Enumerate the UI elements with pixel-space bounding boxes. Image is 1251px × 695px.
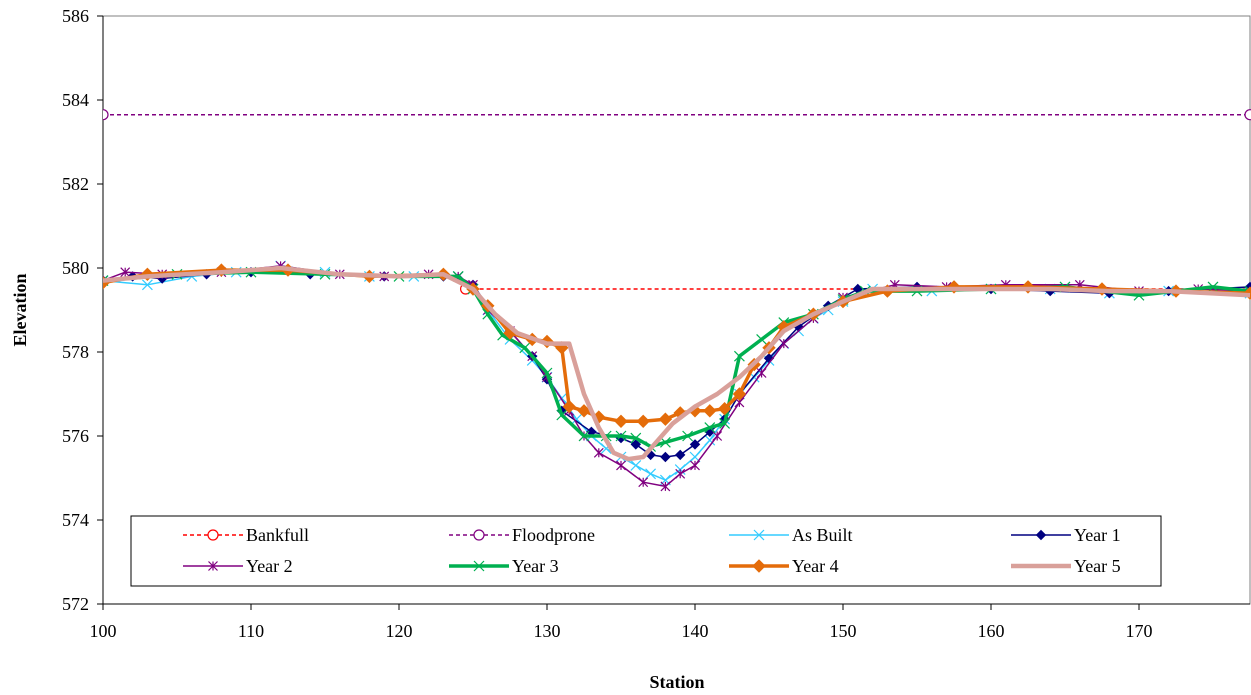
x-tick-label: 100 bbox=[90, 621, 117, 641]
legend-box bbox=[130, 515, 1162, 587]
data-point bbox=[712, 431, 723, 441]
series-year-5 bbox=[103, 265, 1251, 462]
data-point bbox=[638, 477, 649, 488]
data-point bbox=[753, 529, 765, 541]
x-tick-label: 170 bbox=[1126, 621, 1153, 641]
y-tick-label: 572 bbox=[62, 594, 89, 614]
data-point bbox=[690, 460, 700, 471]
data-point bbox=[473, 529, 485, 541]
data-point bbox=[756, 333, 768, 345]
series-floodprone bbox=[103, 109, 1251, 121]
data-point bbox=[719, 417, 731, 429]
x-axis-title: Station bbox=[649, 672, 704, 692]
x-tick-label: 130 bbox=[534, 621, 561, 641]
data-point bbox=[756, 368, 767, 378]
data-point bbox=[717, 401, 732, 416]
data-point bbox=[660, 481, 671, 492]
data-point bbox=[645, 468, 657, 480]
data-point bbox=[704, 434, 716, 446]
series-line bbox=[103, 265, 1251, 462]
x-tick-label: 150 bbox=[830, 621, 857, 641]
data-point bbox=[141, 279, 153, 291]
data-point bbox=[752, 559, 766, 573]
data-point bbox=[658, 412, 673, 426]
data-point bbox=[674, 449, 686, 461]
legend-label: Bankfull bbox=[246, 525, 309, 545]
y-tick-label: 586 bbox=[62, 6, 89, 26]
data-point bbox=[615, 430, 627, 442]
legend-label: Floodprone bbox=[512, 525, 595, 545]
y-tick-label: 578 bbox=[62, 342, 89, 362]
data-point bbox=[556, 409, 568, 421]
data-point bbox=[614, 414, 628, 429]
legend-item: Year 3 bbox=[449, 556, 559, 576]
legend-label: Year 3 bbox=[512, 556, 559, 576]
data-point bbox=[703, 404, 717, 418]
legend-label: Year 2 bbox=[246, 556, 293, 576]
y-axis-title: Elevation bbox=[10, 273, 30, 346]
legend-item: Year 2 bbox=[183, 556, 293, 576]
legend-label: Year 5 bbox=[1074, 556, 1121, 576]
data-point bbox=[541, 367, 553, 379]
data-point bbox=[519, 342, 531, 354]
y-axis: 572 574 576 578 580 582 584 586 bbox=[62, 6, 104, 614]
legend-label: Year 4 bbox=[792, 556, 839, 576]
legend-item: Year 1 bbox=[1011, 525, 1121, 545]
data-point bbox=[630, 459, 642, 471]
data-point bbox=[577, 404, 591, 418]
data-point bbox=[704, 422, 716, 434]
legend-label: As Built bbox=[792, 525, 853, 545]
data-point bbox=[103, 109, 109, 121]
y-tick-label: 580 bbox=[62, 258, 89, 278]
data-point bbox=[571, 413, 583, 425]
data-point bbox=[733, 350, 745, 362]
data-point bbox=[578, 430, 590, 442]
data-point bbox=[689, 439, 701, 450]
x-axis: 100 110 120 130 140 150 160 170 bbox=[90, 603, 1250, 641]
data-point bbox=[636, 414, 650, 429]
x-tick-label: 140 bbox=[682, 621, 709, 641]
data-point bbox=[120, 267, 131, 278]
data-point bbox=[630, 432, 642, 444]
data-point bbox=[630, 439, 642, 450]
x-tick-label: 110 bbox=[238, 621, 264, 641]
series-layer bbox=[103, 109, 1251, 492]
data-point bbox=[1207, 281, 1219, 293]
data-point bbox=[682, 430, 694, 442]
data-point bbox=[208, 561, 218, 571]
x-tick-label: 120 bbox=[386, 621, 413, 641]
y-tick-label: 582 bbox=[62, 174, 89, 194]
y-tick-label: 584 bbox=[62, 90, 89, 110]
data-point bbox=[732, 387, 747, 401]
legend-item: Year 4 bbox=[729, 556, 839, 576]
data-point bbox=[593, 447, 604, 458]
data-point bbox=[616, 460, 626, 471]
y-tick-label: 576 bbox=[62, 426, 89, 446]
y-tick-label: 574 bbox=[62, 510, 89, 530]
data-point bbox=[207, 529, 219, 541]
legend-item: Floodprone bbox=[449, 525, 595, 545]
data-point bbox=[660, 451, 671, 463]
data-point bbox=[675, 468, 686, 479]
legend-item: Bankfull bbox=[183, 525, 309, 545]
data-point bbox=[473, 560, 485, 572]
data-point bbox=[778, 338, 789, 349]
x-tick-label: 160 bbox=[978, 621, 1005, 641]
data-point bbox=[562, 399, 576, 414]
legend-item: As Built bbox=[729, 525, 853, 545]
data-point bbox=[1244, 109, 1251, 121]
legend: Bankfull Floodprone As Built Year 1 Year 2 Ye… bbox=[130, 515, 1162, 587]
data-point bbox=[1035, 529, 1047, 541]
legend-label: Year 1 bbox=[1074, 525, 1121, 545]
legend-item: Year 5 bbox=[1011, 556, 1121, 576]
